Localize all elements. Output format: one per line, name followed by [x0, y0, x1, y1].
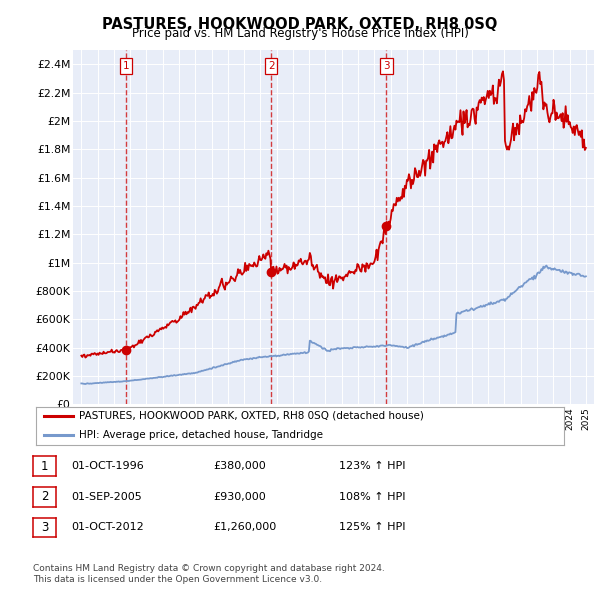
Text: 3: 3 [383, 61, 390, 71]
Text: 123% ↑ HPI: 123% ↑ HPI [339, 461, 406, 471]
Text: £930,000: £930,000 [213, 492, 266, 502]
Text: 108% ↑ HPI: 108% ↑ HPI [339, 492, 406, 502]
Text: 01-OCT-1996: 01-OCT-1996 [71, 461, 143, 471]
Text: £1,260,000: £1,260,000 [213, 523, 276, 532]
Text: 2: 2 [268, 61, 275, 71]
Text: Contains HM Land Registry data © Crown copyright and database right 2024.: Contains HM Land Registry data © Crown c… [33, 565, 385, 573]
Text: 01-SEP-2005: 01-SEP-2005 [71, 492, 142, 502]
Text: PASTURES, HOOKWOOD PARK, OXTED, RH8 0SQ: PASTURES, HOOKWOOD PARK, OXTED, RH8 0SQ [103, 17, 497, 31]
Text: This data is licensed under the Open Government Licence v3.0.: This data is licensed under the Open Gov… [33, 575, 322, 584]
Text: 1: 1 [123, 61, 130, 71]
Text: PASTURES, HOOKWOOD PARK, OXTED, RH8 0SQ (detached house): PASTURES, HOOKWOOD PARK, OXTED, RH8 0SQ … [79, 411, 424, 421]
Text: 2: 2 [41, 490, 48, 503]
Text: 125% ↑ HPI: 125% ↑ HPI [339, 523, 406, 532]
Text: HPI: Average price, detached house, Tandridge: HPI: Average price, detached house, Tand… [79, 430, 323, 440]
Text: Price paid vs. HM Land Registry's House Price Index (HPI): Price paid vs. HM Land Registry's House … [131, 27, 469, 40]
Text: £380,000: £380,000 [213, 461, 266, 471]
Text: 3: 3 [41, 521, 48, 534]
Text: 01-OCT-2012: 01-OCT-2012 [71, 523, 143, 532]
Text: 1: 1 [41, 460, 48, 473]
